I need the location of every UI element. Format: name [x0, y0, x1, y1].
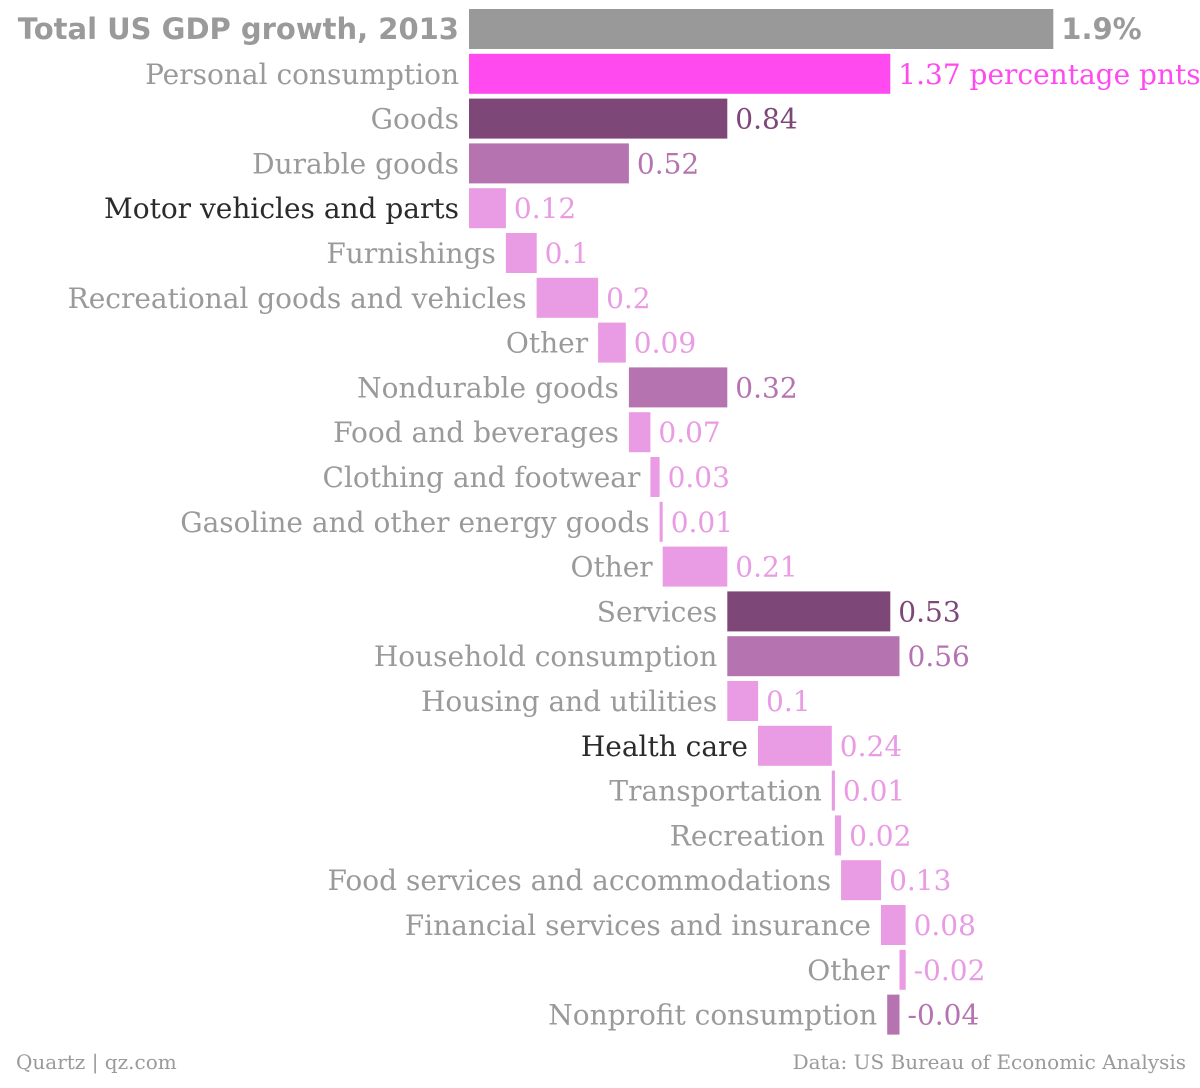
category-label-4: Motor vehicles and parts: [104, 192, 459, 225]
category-label-17: Transportation: [609, 775, 821, 808]
category-label-10: Clothing and footwear: [323, 461, 641, 494]
category-label-8: Nondurable goods: [357, 371, 619, 404]
bar-13: [727, 591, 891, 632]
value-label-17: 0.01: [843, 775, 905, 808]
value-label-0: 1.9%: [1061, 12, 1141, 46]
bar-7: [598, 322, 626, 363]
data-source: Data: US Bureau of Economic Analysis: [792, 1050, 1186, 1074]
bar-18: [834, 815, 842, 856]
bar-10: [650, 457, 660, 497]
category-label-3: Durable goods: [252, 147, 459, 180]
bar-3: [469, 143, 629, 184]
value-label-1: 1.37 percentage pnts: [898, 58, 1200, 91]
value-label-11: 0.01: [671, 506, 733, 539]
bar-16: [758, 725, 832, 766]
value-label-13: 0.53: [898, 595, 960, 628]
bar-0: [469, 9, 1054, 49]
value-label-19: 0.13: [889, 864, 951, 897]
category-label-14: Household consumption: [374, 640, 717, 673]
category-label-1: Personal consumption: [145, 58, 459, 91]
category-label-20: Financial services and insurance: [405, 909, 871, 942]
bar-20: [881, 905, 906, 945]
category-label-22: Nonprofit consumption: [548, 999, 877, 1032]
bar-19: [841, 860, 882, 901]
category-label-18: Recreation: [670, 819, 825, 852]
value-label-18: 0.02: [849, 819, 911, 852]
bar-12: [662, 546, 728, 587]
value-label-5: 0.1: [545, 237, 590, 270]
value-label-3: 0.52: [637, 147, 699, 180]
category-label-13: Services: [597, 595, 718, 628]
category-label-12: Other: [570, 551, 653, 584]
category-label-2: Goods: [371, 103, 459, 136]
value-label-12: 0.21: [735, 551, 797, 584]
value-label-16: 0.24: [840, 730, 902, 763]
value-label-20: 0.08: [914, 909, 976, 942]
bar-15: [727, 681, 759, 721]
bar-2: [469, 98, 728, 139]
bar-8: [628, 367, 728, 408]
bar-4: [469, 188, 506, 229]
value-label-9: 0.07: [658, 416, 720, 449]
category-label-16: Health care: [581, 730, 748, 763]
value-label-4: 0.12: [514, 192, 576, 225]
source-credit: Quartz | qz.com: [16, 1050, 177, 1074]
bar-6: [536, 277, 599, 318]
value-label-6: 0.2: [606, 282, 651, 315]
bar-5: [505, 233, 537, 273]
value-label-2: 0.84: [735, 103, 797, 136]
category-label-19: Food services and accommodations: [328, 864, 832, 897]
bar-22: [887, 994, 900, 1035]
bar-11: [659, 501, 663, 542]
value-label-7: 0.09: [634, 327, 696, 360]
bar-1: [469, 53, 891, 94]
category-label-6: Recreational goods and vehicles: [68, 282, 527, 315]
category-label-7: Other: [506, 327, 589, 360]
value-label-15: 0.1: [766, 685, 811, 718]
bar-17: [831, 770, 835, 811]
category-label-5: Furnishings: [326, 237, 496, 270]
value-label-10: 0.03: [668, 461, 730, 494]
category-label-11: Gasoline and other energy goods: [180, 506, 649, 539]
category-label-9: Food and beverages: [333, 416, 619, 449]
value-label-21: -0.02: [914, 954, 986, 987]
bar-9: [628, 412, 651, 453]
value-label-22: -0.04: [908, 999, 980, 1032]
bar-21: [899, 949, 906, 990]
value-label-8: 0.32: [735, 371, 797, 404]
category-label-0: Total US GDP growth, 2013: [18, 12, 459, 46]
value-label-14: 0.56: [908, 640, 970, 673]
category-label-15: Housing and utilities: [421, 685, 717, 718]
category-label-21: Other: [807, 954, 890, 987]
bar-14: [727, 636, 900, 677]
